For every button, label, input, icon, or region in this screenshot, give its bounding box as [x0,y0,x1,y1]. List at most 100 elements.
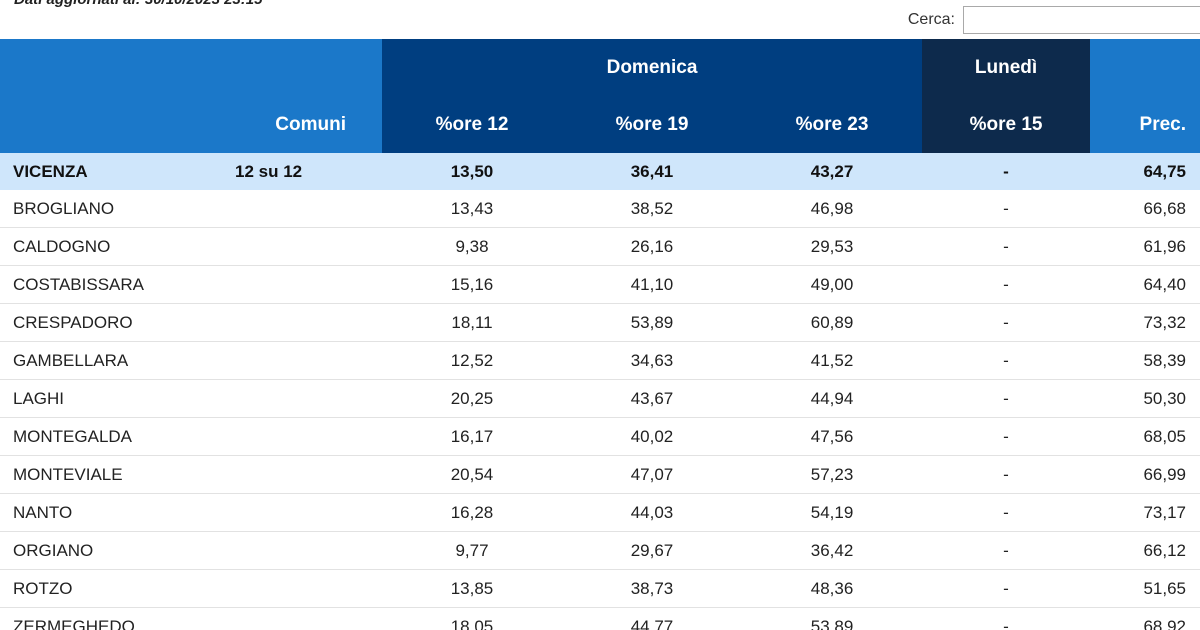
row-ore19: 47,07 [562,455,742,494]
row-prec: 68,92 [1090,607,1200,630]
row-name: MONTEGALDA [0,417,232,456]
row-ore12: 13,43 [382,190,562,228]
table-row: ORGIANO 9,77 29,67 36,42 - 66,12 [0,531,1200,570]
row-name: BROGLIANO [0,190,232,228]
row-ore19: 38,73 [562,569,742,608]
row-ore12: 18,05 [382,607,562,630]
row-name: GAMBELLARA [0,341,232,380]
row-comuni [232,341,382,380]
search-label: Cerca: [907,11,955,28]
row-ore15: - [922,265,1091,304]
column-header-ore23[interactable]: %ore 23 [742,96,923,153]
row-prec: 51,65 [1090,569,1200,608]
row-name: MONTEVIALE [0,455,232,494]
row-ore23: 49,00 [742,265,923,304]
row-prec: 73,32 [1090,303,1200,342]
row-comuni [232,455,382,494]
row-ore19: 41,10 [562,265,742,304]
row-prec: 64,40 [1090,265,1200,304]
row-ore15: - [922,341,1091,380]
row-ore23: 60,89 [742,303,923,342]
row-name: LAGHI [0,379,232,418]
row-ore23: 54,19 [742,493,923,532]
column-header-name[interactable] [0,96,232,153]
summary-comuni: 12 su 12 [232,153,382,190]
header-group-prec-empty [1090,39,1200,96]
column-header-ore19[interactable]: %ore 19 [562,96,742,153]
row-ore23: 44,94 [742,379,923,418]
table-row: LAGHI 20,25 43,67 44,94 - 50,30 [0,379,1200,418]
row-ore19: 43,67 [562,379,742,418]
row-ore12: 12,52 [382,341,562,380]
row-ore12: 16,17 [382,417,562,456]
row-ore15: - [922,227,1091,266]
row-prec: 66,99 [1090,455,1200,494]
column-header-ore12[interactable]: %ore 12 [382,96,562,153]
table-row: CALDOGNO 9,38 26,16 29,53 - 61,96 [0,227,1200,266]
row-comuni [232,417,382,456]
row-ore19: 34,63 [562,341,742,380]
row-ore12: 16,28 [382,493,562,532]
table-row: BROGLIANO 13,43 38,52 46,98 - 66,68 [0,190,1200,228]
summary-ore23: 43,27 [742,153,923,190]
row-ore12: 9,77 [382,531,562,570]
row-prec: 50,30 [1090,379,1200,418]
row-ore12: 18,11 [382,303,562,342]
row-name: CALDOGNO [0,227,232,266]
table-row: COSTABISSARA 15,16 41,10 49,00 - 64,40 [0,265,1200,304]
row-prec: 58,39 [1090,341,1200,380]
row-ore15: - [922,531,1091,570]
row-ore15: - [922,303,1091,342]
turnout-table: Domenica Lunedì Comuni %ore 12 %ore 19 %… [0,39,1200,630]
row-ore19: 38,52 [562,190,742,228]
table-row: NANTO 16,28 44,03 54,19 - 73,17 [0,493,1200,532]
table-row: ROTZO 13,85 38,73 48,36 - 51,65 [0,569,1200,608]
row-comuni [232,303,382,342]
summary-ore12: 13,50 [382,153,562,190]
table-row: GAMBELLARA 12,52 34,63 41,52 - 58,39 [0,341,1200,380]
row-comuni [232,531,382,570]
row-name: ORGIANO [0,531,232,570]
row-name: CRESPADORO [0,303,232,342]
row-ore15: - [922,607,1091,630]
row-ore15: - [922,569,1091,608]
column-header-comuni[interactable]: Comuni [232,96,382,153]
row-ore15: - [922,379,1091,418]
row-ore23: 41,52 [742,341,923,380]
column-header-ore15[interactable]: %ore 15 [922,96,1091,153]
row-ore15: - [922,417,1091,456]
table-row: ZERMEGHEDO 18,05 44,77 53,89 - 68,92 [0,607,1200,630]
row-name: COSTABISSARA [0,265,232,304]
row-prec: 61,96 [1090,227,1200,266]
row-prec: 73,17 [1090,493,1200,532]
header-group-row: Domenica Lunedì [0,39,1200,96]
row-prec: 66,68 [1090,190,1200,228]
row-name: ZERMEGHEDO [0,607,232,630]
table-row: CRESPADORO 18,11 53,89 60,89 - 73,32 [0,303,1200,342]
row-ore19: 29,67 [562,531,742,570]
row-ore19: 26,16 [562,227,742,266]
row-comuni [232,493,382,532]
row-ore15: - [922,455,1091,494]
row-comuni [232,607,382,630]
row-comuni [232,265,382,304]
summary-ore19: 36,41 [562,153,742,190]
row-ore23: 36,42 [742,531,923,570]
column-header-prec[interactable]: Prec. [1090,96,1200,153]
table-row: MONTEGALDA 16,17 40,02 47,56 - 68,05 [0,417,1200,456]
row-comuni [232,379,382,418]
row-ore15: - [922,493,1091,532]
row-ore23: 48,36 [742,569,923,608]
header-group-empty [0,39,382,96]
search-input[interactable] [963,6,1200,34]
row-comuni [232,569,382,608]
table-body: VICENZA 12 su 12 13,50 36,41 43,27 - 64,… [0,153,1200,630]
row-ore12: 20,25 [382,379,562,418]
row-name: ROTZO [0,569,232,608]
row-ore12: 15,16 [382,265,562,304]
summary-row: VICENZA 12 su 12 13,50 36,41 43,27 - 64,… [0,153,1200,190]
row-ore23: 53,89 [742,607,923,630]
search-box: Cerca: [908,5,1200,35]
table-row: MONTEVIALE 20,54 47,07 57,23 - 66,99 [0,455,1200,494]
row-ore19: 44,77 [562,607,742,630]
